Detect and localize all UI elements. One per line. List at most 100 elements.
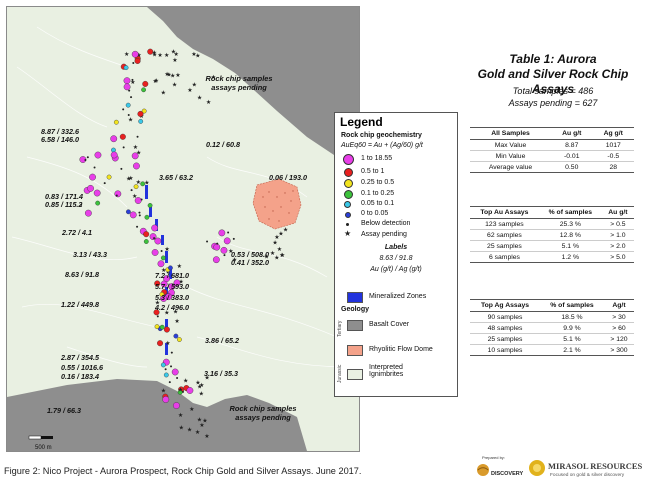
assay-pending-star-icon: ★ [232,257,237,264]
assay-pending-star-icon: ★ [204,433,209,440]
assay-label-10: 7.2 / 681.0 5.7 / 593.0 5.3 / 383.0 4.2 … [155,271,189,313]
sample-point [134,197,142,204]
top-au-table: Top Au Assays % of samples Au g/t 123 sa… [470,206,634,263]
assay-pending-star-icon: ★ [187,87,192,94]
basalt-cover-south [7,379,307,451]
assay-pending-star-icon: ★ [228,248,233,255]
legend-formula: AuEq60 = Au + (Ag/60) g/t [341,142,423,149]
assay-pending-star-icon: ★ [128,116,133,123]
sample-point [176,377,179,380]
table-cell: > 2.0 [601,240,634,252]
legend-subtitle: Rock chip geochemistry [341,132,422,139]
table-cell: 2.1 % [539,344,604,356]
sample-point [173,279,181,287]
sample-point [149,233,157,241]
sample-point [154,237,162,245]
legend-dot-magenta [343,154,354,165]
assay-label-2: 0.12 / 60.8 [206,140,240,149]
sample-point [162,396,170,403]
sample-point [143,239,149,244]
sample-point [157,340,164,347]
assay-pending-star-icon: ★ [199,422,204,429]
mirasol-logo: MIRASOL RESOURCES Focused on gold & silv… [528,455,646,485]
table-cell: 6 samples [470,251,539,263]
sample-point [177,337,182,342]
table-cell: > 120 [603,333,634,345]
sample-point [93,166,96,169]
sample-point [133,184,139,190]
sample-point [113,119,119,125]
legend-ignimbrites-swatch [347,369,363,380]
table-row: 25 samples 5.1 % > 2.0 [470,240,634,252]
legend-dot-green [344,190,353,199]
legend-class-2: 0.5 to 1 [361,168,385,175]
north-pending-callout: Rock chip samples assays pending [205,74,273,92]
assay-pending-star-icon: ★ [278,230,283,237]
table-row: 25 samples 5.1 % > 120 [470,333,634,345]
basalt-cover-north [147,7,359,157]
sample-point [223,237,231,245]
top-au-header-1: % of samples [538,206,602,219]
assay-pending-star-icon: ★ [172,57,177,64]
assay-pending-star-icon: ★ [164,309,169,316]
table-cell: > 0.5 [601,218,634,230]
sample-point [163,326,170,333]
sample-point [128,89,131,92]
all-samples-header-0: All Samples [470,127,552,140]
sample-point [138,211,141,214]
sample-point [164,368,167,371]
sample-point [157,260,165,268]
scale-bar [28,435,53,440]
assay-pending-star-icon: ★ [270,250,275,257]
sample-point [141,108,147,114]
assay-pending-star-icon: ★ [124,51,129,58]
legend-labels-example: 8.63 / 91.8 [379,255,413,262]
mirasol-name: MIRASOL RESOURCES [548,461,643,471]
legend-below-detection: Below detection [361,220,411,227]
map-panel: ★ ★ ★ ★ ★ ★ ★ ★ ★ ★ ★ ★ ★ ★ ★ ★ ★ ★ ★ ★ ★ ★ ★ ★ ★ ★ ★ ★ ★ ★ ★ ★ ★ ★ ★ ★ ★ ★ ★ ★… [6,6,360,452]
table-cell: 25 samples [470,333,540,345]
assay-pending-star-icon: ★ [161,89,166,96]
sample-point [232,237,235,240]
assay-label-7: 3.13 / 43.3 [73,250,107,259]
legend-jurassic-label: Jurassic [337,364,343,383]
legend-title: Legend [340,115,383,129]
table-cell: 90 samples [470,311,540,323]
rhyolitic-flow-dome [252,178,302,230]
legend-class-3: 0.25 to 0.5 [361,179,395,186]
assay-pending-star-icon: ★ [274,255,279,262]
table-row: Max Value 8.87 1017 [470,139,634,151]
assay-label-6: 2.72 / 4.1 [62,228,92,237]
sample-point [173,333,179,339]
assay-pending-star-icon: ★ [197,94,202,101]
sample-point [140,198,143,201]
table-cell: > 1.0 [601,229,634,241]
sample-point [84,209,92,217]
assay-pending-star-icon: ★ [211,74,216,81]
sample-point [153,309,160,316]
mirasol-tagline: Focused on gold & silver discovery [550,473,625,478]
table-cell: 62 samples [470,229,539,241]
legend-dot-red [344,168,353,177]
assay-pending-star-icon: ★ [277,246,282,253]
assay-label-3: 0.06 / 193.0 [269,173,307,182]
table-cell: 123 samples [470,218,539,230]
table-row: 123 samples 25.3 % > 0.5 [470,218,634,230]
legend-rhyolitic: Rhyolitic Flow Dome [369,346,433,353]
table-cell: Average value [470,161,552,173]
assay-pending-star-icon: ★ [130,79,135,86]
sample-point [218,229,226,237]
assay-pending-star-icon: ★ [161,387,166,394]
sample-point [160,255,166,261]
legend-ignimbrites: Interpreted Ignimbrites [369,364,404,378]
assay-pending-star-icon: ★ [274,234,279,241]
table-cell: 18.5 % [539,311,604,323]
all-samples-header-2: Ag g/t [592,127,634,140]
assay-pending-star-icon: ★ [126,176,131,183]
assay-pending-star-icon: ★ [133,144,138,151]
sample-point [159,324,165,330]
all-samples-table: All Samples Au g/t Ag g/t Max Value 8.87… [470,127,634,173]
table-cell: 28 [592,161,634,173]
sample-point [147,203,153,208]
top-ag-header-1: % of samples [539,299,604,312]
